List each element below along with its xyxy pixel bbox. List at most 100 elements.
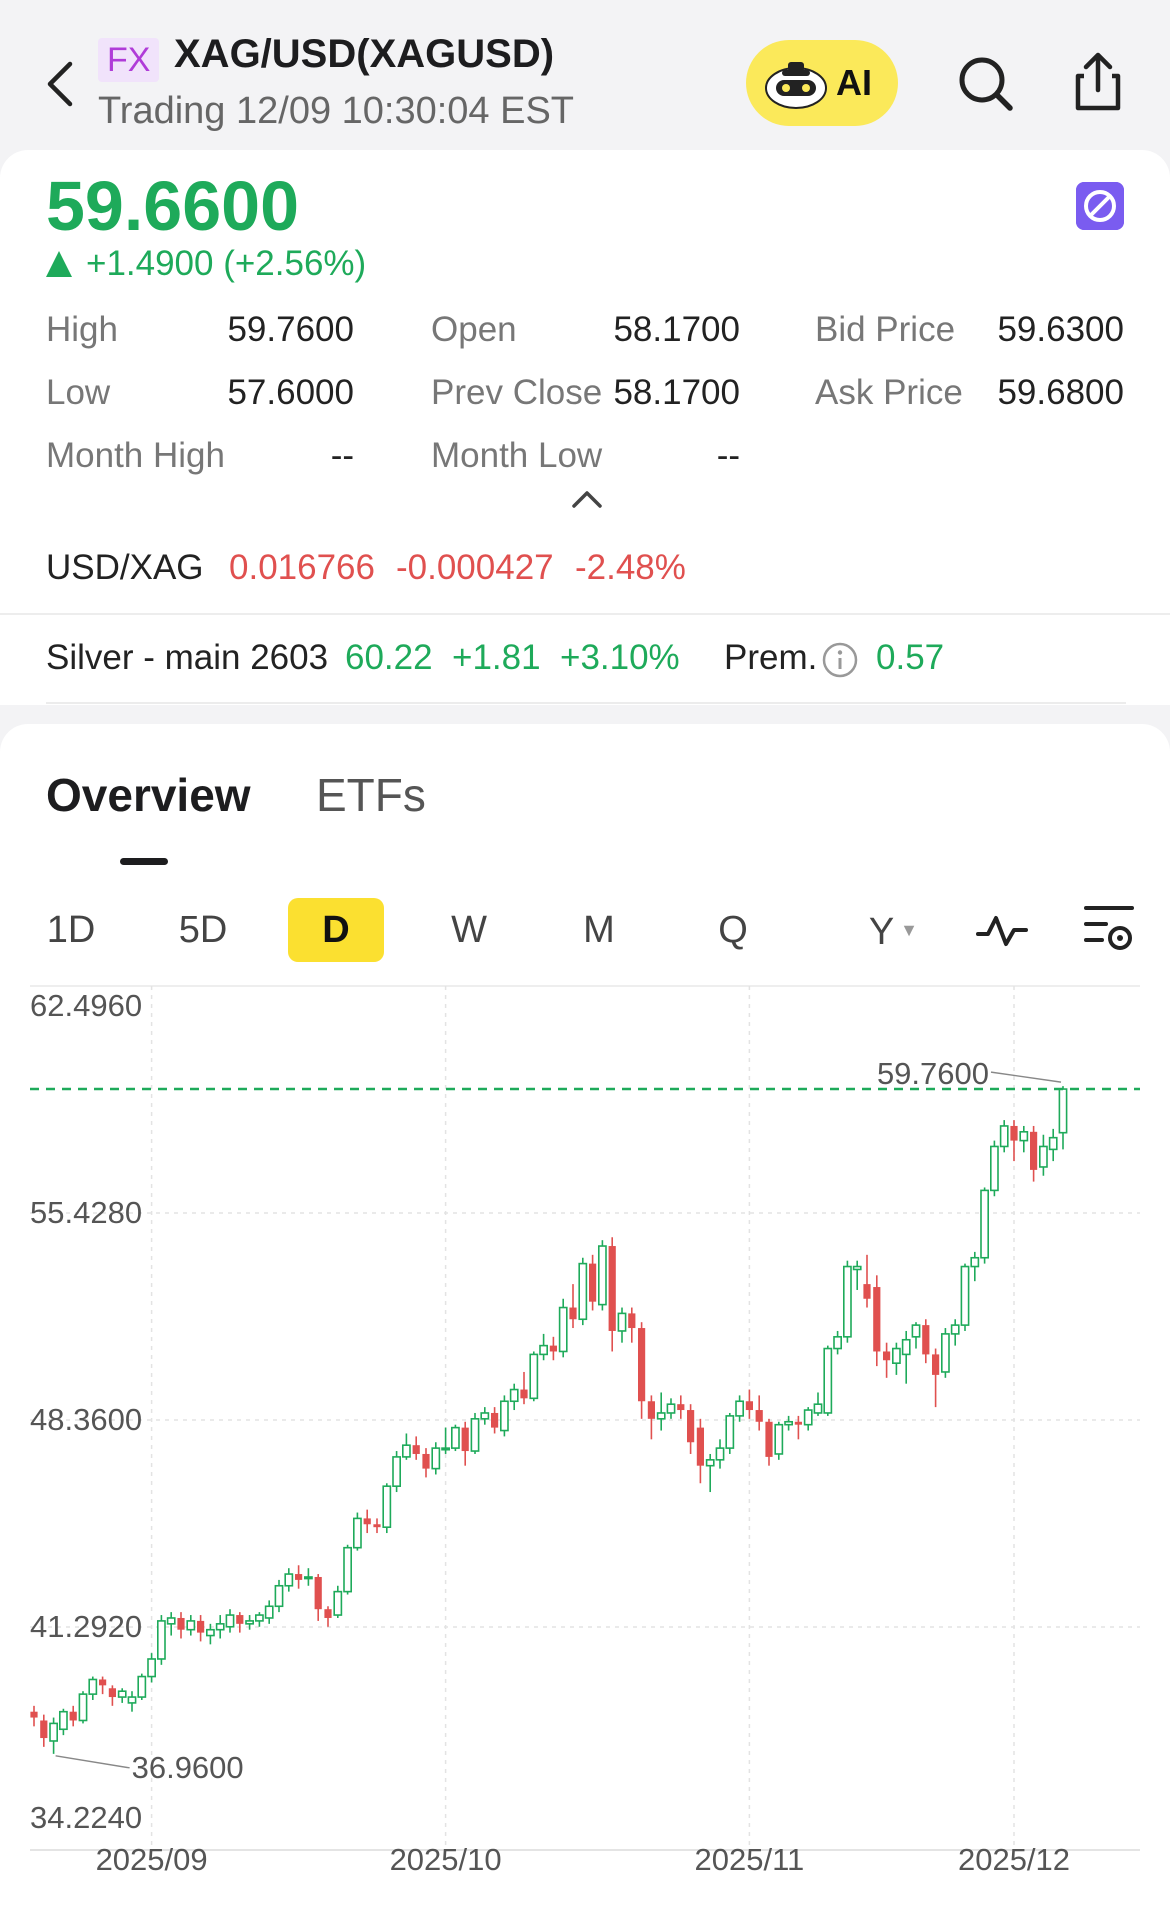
stat-month-low-label: Month Low <box>431 436 603 475</box>
candle-body <box>225 1614 235 1628</box>
futures-row[interactable] <box>0 615 1170 705</box>
search-icon[interactable] <box>956 54 1016 114</box>
period-1d[interactable]: 1D <box>46 909 96 951</box>
candle-body <box>705 1459 715 1467</box>
candle <box>539 1333 548 1361</box>
data-source-icon[interactable] <box>1076 182 1124 230</box>
candle-body <box>765 1421 773 1457</box>
candle <box>932 1348 940 1408</box>
candle-body <box>901 1338 911 1356</box>
period-daily[interactable]: D <box>288 898 384 962</box>
chart-settings-icon[interactable] <box>1082 902 1136 956</box>
quote-card <box>0 150 1170 705</box>
market-badge: FX <box>98 38 160 82</box>
stat-low-label: Low <box>46 373 111 412</box>
collapse-caret-icon[interactable] <box>570 488 604 510</box>
candle <box>450 1424 460 1452</box>
candle-body <box>343 1546 352 1593</box>
ai-assistant-button[interactable]: AI <box>746 40 898 126</box>
tab-overview[interactable]: Overview <box>46 769 251 821</box>
candle <box>127 1691 137 1712</box>
candle <box>597 1240 607 1311</box>
x-tick-label: 2025/12 <box>958 1842 1070 1877</box>
candle-body <box>932 1354 940 1375</box>
candle <box>765 1418 773 1466</box>
candle <box>529 1351 539 1402</box>
candle-body <box>295 1574 303 1580</box>
candle <box>324 1606 332 1627</box>
y-tick-label: 55.4280 <box>30 1195 142 1230</box>
candle-body <box>1030 1131 1038 1170</box>
share-icon[interactable] <box>1070 50 1126 114</box>
futures-change: +1.81 <box>452 638 541 677</box>
candle <box>784 1415 793 1431</box>
candle-body <box>911 1324 921 1338</box>
candle-body <box>333 1590 343 1616</box>
candle-body <box>823 1347 833 1414</box>
period-monthly[interactable]: M <box>583 909 615 951</box>
back-icon[interactable] <box>38 56 82 112</box>
candle-body <box>960 1265 970 1326</box>
indicator-icon[interactable] <box>974 908 1030 952</box>
candle-body <box>441 1447 450 1451</box>
candle-body <box>412 1445 420 1454</box>
candle <box>901 1330 911 1384</box>
candle-body <box>284 1573 294 1587</box>
candle <box>157 1615 166 1665</box>
candle <box>863 1254 871 1308</box>
candle <box>255 1612 264 1627</box>
candle-body <box>803 1409 813 1426</box>
candle-body <box>539 1344 548 1356</box>
period-quarterly[interactable]: Q <box>718 909 748 951</box>
candle <box>333 1585 343 1618</box>
candle <box>166 1612 176 1636</box>
trading-status: Trading 12/09 10:30:04 EST <box>98 90 575 132</box>
period-yearly[interactable]: Y ▼ <box>868 911 918 953</box>
tab-etfs[interactable]: ETFs <box>316 769 426 821</box>
stat-bid-value: 59.6300 <box>997 310 1124 349</box>
candle-body <box>999 1125 1009 1148</box>
stat-bid-label: Bid Price <box>815 310 956 349</box>
candle-body <box>989 1145 999 1192</box>
high-leader-line <box>990 1071 1062 1083</box>
cross-pair-price: 0.016766 <box>229 548 375 587</box>
candle-body <box>656 1412 666 1420</box>
candle <box>833 1330 842 1355</box>
candle-body <box>197 1620 205 1633</box>
candle <box>352 1512 362 1551</box>
candle <box>705 1453 715 1493</box>
candlestick-chart[interactable]: 62.4960 55.4280 48.3600 41.2920 34.2240 2025/… <box>0 980 1170 1880</box>
info-icon[interactable] <box>822 642 858 678</box>
cross-pair-label[interactable]: USD/XAG <box>46 548 204 587</box>
candle-body <box>813 1403 823 1414</box>
candle-body <box>166 1617 176 1625</box>
candle-body <box>1058 1088 1068 1134</box>
candle <box>99 1676 107 1695</box>
candle-body <box>401 1444 411 1458</box>
candle <box>891 1342 901 1375</box>
candle <box>1039 1134 1048 1176</box>
y-tick-label: 48.3600 <box>30 1402 142 1437</box>
stat-high-label: High <box>46 310 118 349</box>
period-5d[interactable]: 5D <box>178 909 228 951</box>
candle-body <box>352 1517 362 1549</box>
candle-body <box>883 1351 891 1361</box>
candle <box>295 1565 303 1589</box>
period-weekly[interactable]: W <box>451 909 487 951</box>
stat-prev-close-label: Prev Close <box>431 373 603 412</box>
candle-body <box>324 1609 332 1618</box>
candle <box>431 1442 441 1475</box>
candle <box>883 1342 891 1378</box>
x-tick-label: 2025/10 <box>390 1842 502 1877</box>
candle-body <box>58 1710 68 1731</box>
candle-body <box>392 1456 401 1487</box>
candle-body <box>647 1401 655 1419</box>
candle <box>950 1319 960 1346</box>
candle-body <box>922 1325 930 1355</box>
candle <box>441 1427 450 1454</box>
candle <box>245 1615 254 1630</box>
candle-body <box>520 1389 528 1399</box>
candle-body <box>509 1388 519 1403</box>
candle <box>970 1251 980 1282</box>
candle <box>480 1407 490 1425</box>
